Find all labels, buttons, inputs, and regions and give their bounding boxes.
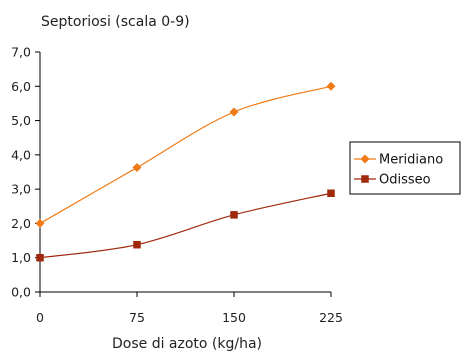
y-tick-label: 7,0 — [11, 45, 31, 60]
x-axis-title: Dose di azoto (kg/ha) — [112, 336, 262, 352]
x-tick-label: 225 — [319, 310, 343, 325]
data-point-meridiano — [132, 163, 142, 173]
y-tick-label: 5,0 — [11, 113, 31, 128]
data-point-meridiano — [229, 107, 239, 117]
y-tick-label: 4,0 — [11, 147, 31, 162]
y-tick-label: 0,0 — [11, 285, 31, 300]
y-tick-label: 3,0 — [11, 182, 31, 197]
legend: Meridiano Odisseo — [349, 141, 461, 195]
legend-label-meridiano: Meridiano — [379, 153, 443, 168]
x-tick-label: 150 — [222, 310, 246, 325]
legend-label-odisseo: Odisseo — [379, 173, 431, 188]
series-line-meridiano — [39, 85, 332, 224]
legend-marker-odisseo — [361, 175, 369, 183]
plot-area: 0,0 1,0 2,0 3,0 4,0 5,0 6,0 7,0 0 75 150 225 — [11, 45, 343, 326]
y-tick-label: 2,0 — [11, 216, 31, 231]
data-point-meridiano — [35, 218, 45, 228]
data-point-odisseo — [327, 189, 335, 198]
x-tick-label: 0 — [36, 310, 44, 325]
legend-marker-meridiano — [360, 154, 370, 164]
y-axis-title: Septoriosi (scala 0-9) — [41, 14, 190, 30]
series-line-odisseo — [39, 192, 332, 259]
data-point-odisseo — [133, 240, 141, 249]
data-point-odisseo — [230, 211, 238, 219]
data-point-meridiano — [326, 81, 336, 91]
y-tick-label: 6,0 — [11, 79, 31, 94]
legend-box — [349, 141, 461, 195]
x-tick-label: 75 — [129, 310, 145, 325]
y-tick-label: 1,0 — [11, 250, 31, 265]
data-point-odisseo — [36, 253, 44, 262]
